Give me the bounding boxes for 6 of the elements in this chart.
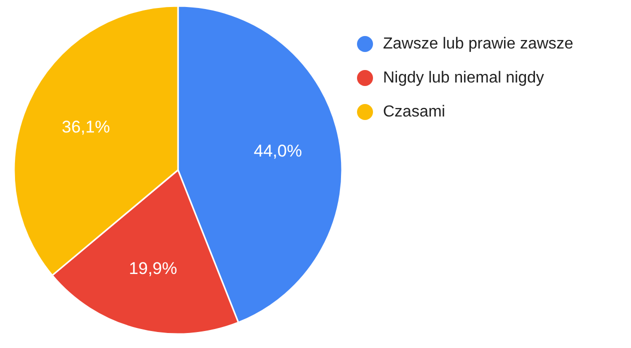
legend-label: Zawsze lub prawie zawsze <box>383 36 574 52</box>
data-label: 36,1% <box>62 117 110 136</box>
data-label: 19,9% <box>128 259 178 278</box>
data-label: 44,0% <box>254 141 302 160</box>
legend-label: Czasami <box>383 104 446 120</box>
legend-label: Nigdy lub niemal nigdy <box>383 70 544 86</box>
